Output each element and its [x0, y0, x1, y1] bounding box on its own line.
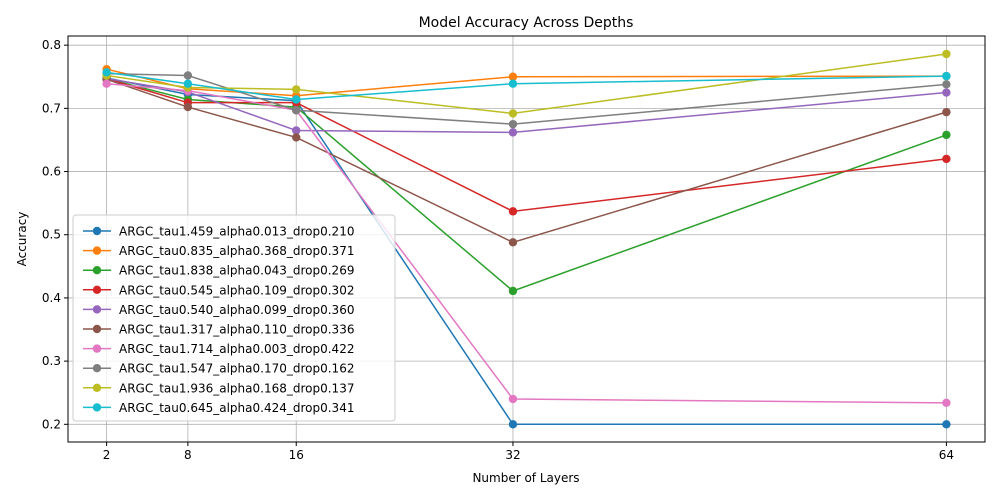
legend-entry: ARGC_tau0.645_alpha0.424_drop0.341 [83, 401, 354, 415]
data-point [292, 85, 301, 94]
legend: ARGC_tau1.459_alpha0.013_drop0.210 ARGC_t… [72, 214, 396, 422]
data-point [508, 128, 518, 137]
data-point [508, 394, 518, 404]
y-tick-label: 0.5 [42, 228, 61, 242]
data-point [942, 49, 951, 59]
legend-label: ARGC_tau1.459_alpha0.013_drop0.210 [119, 225, 354, 239]
legend-marker [92, 364, 102, 373]
y-tick-label: 0.7 [42, 101, 61, 115]
y-tick-label: 0.2 [42, 417, 61, 431]
data-point [102, 68, 111, 77]
legend-label: ARGC_tau0.540_alpha0.099_drop0.360 [119, 303, 354, 317]
data-point [183, 102, 193, 112]
data-point [942, 130, 951, 140]
x-tick-label: 2 [103, 448, 111, 462]
legend-entry: ARGC_tau1.936_alpha0.168_drop0.137 [83, 381, 354, 395]
legend-label: ARGC_tau1.936_alpha0.168_drop0.137 [119, 381, 354, 395]
x-axis-ticks: 2 8 16 32 64 [103, 442, 954, 462]
data-point [292, 106, 301, 115]
legend-marker [92, 226, 102, 236]
legend-marker [92, 305, 102, 314]
legend-entry: ARGC_tau1.317_alpha0.110_drop0.336 [83, 323, 354, 337]
legend-marker [92, 266, 102, 275]
y-tick-label: 0.8 [42, 38, 61, 52]
legend-entry: ARGC_tau0.835_alpha0.368_drop0.371 [83, 244, 354, 258]
x-tick-label: 16 [289, 448, 304, 462]
data-point [942, 88, 951, 97]
series-line [106, 77, 947, 134]
legend-label: ARGC_tau1.838_alpha0.043_drop0.269 [119, 264, 354, 278]
legend-box [72, 214, 396, 422]
series-group [102, 49, 951, 429]
data-point [942, 80, 951, 89]
legend-label: ARGC_tau1.547_alpha0.170_drop0.162 [119, 362, 354, 376]
series-9 [102, 49, 951, 118]
y-axis-label: Accuracy [15, 212, 29, 267]
data-point [183, 79, 193, 88]
legend-marker [92, 285, 102, 294]
data-point [942, 420, 951, 429]
legend-entry: ARGC_tau0.540_alpha0.099_drop0.360 [83, 303, 354, 317]
data-point [942, 107, 951, 117]
legend-label: ARGC_tau1.317_alpha0.110_drop0.336 [119, 323, 354, 337]
legend-marker [92, 403, 102, 412]
data-point [508, 109, 518, 118]
data-point [292, 126, 301, 135]
data-point [508, 207, 518, 216]
x-tick-label: 8 [184, 448, 192, 462]
data-point [508, 420, 518, 429]
legend-label: ARGC_tau1.714_alpha0.003_drop0.422 [119, 342, 354, 356]
data-point [508, 238, 518, 247]
legend-label: ARGC_tau0.545_alpha0.109_drop0.302 [119, 283, 354, 297]
legend-entry: ARGC_tau1.714_alpha0.003_drop0.422 [83, 342, 354, 356]
plot-frame [67, 35, 986, 443]
legend-marker [92, 344, 102, 353]
data-point [508, 119, 518, 129]
legend-label: ARGC_tau0.645_alpha0.424_drop0.341 [119, 401, 354, 415]
legend-marker [92, 324, 102, 334]
y-axis-ticks: 0.2 0.3 0.4 0.5 0.6 0.7 0.8 [42, 38, 68, 431]
data-point [942, 154, 951, 164]
data-point [508, 72, 518, 81]
data-point [942, 71, 951, 81]
y-tick-label: 0.6 [42, 165, 61, 179]
series-line [106, 68, 947, 97]
chart-title: Model Accuracy Across Depths [419, 15, 634, 31]
y-tick-label: 0.3 [42, 354, 61, 368]
x-axis-label: Number of Layers [472, 471, 579, 485]
data-point [292, 95, 301, 104]
legend-marker [92, 246, 102, 255]
x-tick-label: 32 [505, 448, 520, 462]
legend-entry: ARGC_tau1.838_alpha0.043_drop0.269 [83, 264, 354, 278]
x-tick-label: 64 [939, 448, 954, 462]
data-point [508, 79, 518, 88]
legend-entry: ARGC_tau0.545_alpha0.109_drop0.302 [83, 283, 354, 297]
legend-entry: ARGC_tau1.459_alpha0.013_drop0.210 [83, 225, 354, 239]
data-point [942, 398, 951, 408]
legend-marker [92, 383, 102, 392]
legend-label: ARGC_tau0.835_alpha0.368_drop0.371 [119, 244, 354, 258]
series-10 [102, 68, 951, 104]
y-tick-label: 0.4 [42, 291, 61, 305]
legend-entry: ARGC_tau1.547_alpha0.170_drop0.162 [83, 362, 354, 376]
data-point [102, 79, 111, 88]
data-point [183, 71, 193, 80]
data-point [292, 133, 301, 142]
data-point [508, 286, 518, 296]
